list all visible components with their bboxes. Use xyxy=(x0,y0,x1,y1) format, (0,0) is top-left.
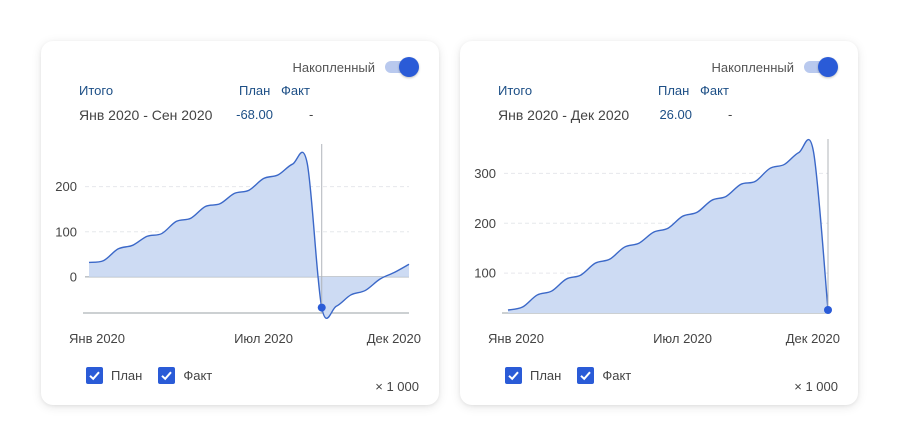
summary-title: Итого xyxy=(498,83,533,98)
summary-plan-header: План xyxy=(239,83,271,98)
legend: План Факт xyxy=(86,367,212,384)
y-tick-label: 100 xyxy=(55,224,77,239)
units-label: × 1 000 xyxy=(375,379,419,394)
y-tick-label: 200 xyxy=(55,179,77,194)
legend: План Факт xyxy=(505,367,631,384)
area-chart: 0 100 200 Янв 2020 Июл 2020 Дек 2020 xyxy=(55,144,421,346)
legend-plan-label: План xyxy=(111,368,143,383)
cumulative-toggle-row: Накопленный xyxy=(292,57,419,77)
checkbox-checked-icon[interactable] xyxy=(577,367,595,384)
cumulative-toggle[interactable] xyxy=(385,57,419,77)
checkbox-checked-icon[interactable] xyxy=(158,367,176,384)
legend-fact-label: Факт xyxy=(602,368,632,383)
y-tick-label: 300 xyxy=(474,166,496,181)
y-tick-label: 100 xyxy=(474,266,496,281)
legend-fact[interactable]: Факт xyxy=(577,367,631,384)
series-plan-area xyxy=(89,152,409,319)
summary-plan-header: План xyxy=(658,83,690,98)
summary-fact-header: Факт xyxy=(700,83,729,98)
checkbox-checked-icon[interactable] xyxy=(505,367,522,384)
summary-title: Итого xyxy=(79,83,114,98)
x-tick-label: Дек 2020 xyxy=(786,331,840,346)
summary-range: Янв 2020 - Дек 2020 xyxy=(498,107,630,123)
legend-fact-label: Факт xyxy=(183,368,213,383)
chart-card: Накопленный Итого План Факт Янв 2020 - Д… xyxy=(460,41,858,405)
legend-fact[interactable]: Факт xyxy=(158,367,212,384)
y-tick-label: 200 xyxy=(474,216,496,231)
summary-plan-value: -68.00 xyxy=(236,107,273,122)
summary-range: Янв 2020 - Сен 2020 xyxy=(79,107,213,123)
summary-fact-value: - xyxy=(309,107,314,122)
summary-plan-value: 26.00 xyxy=(659,107,692,122)
cumulative-toggle-label: Накопленный xyxy=(711,59,794,75)
cursor-point xyxy=(824,306,832,315)
cumulative-toggle[interactable] xyxy=(804,57,838,77)
legend-plan[interactable]: План xyxy=(505,367,561,384)
series-plan-line xyxy=(507,138,829,311)
legend-plan[interactable]: План xyxy=(86,367,142,384)
cursor-point xyxy=(317,303,326,312)
summary-fact-value: - xyxy=(728,107,733,122)
checkbox-checked-icon[interactable] xyxy=(86,367,103,384)
y-tick-label: 0 xyxy=(70,269,77,284)
x-tick-label: Июл 2020 xyxy=(653,331,712,346)
x-tick-label: Июл 2020 xyxy=(234,331,293,346)
x-tick-label: Янв 2020 xyxy=(488,331,544,346)
x-tick-label: Дек 2020 xyxy=(367,331,421,346)
area-chart: 100 200 300 Янв 2020 Июл 2020 Дек 2020 xyxy=(474,138,840,346)
x-tick-label: Янв 2020 xyxy=(69,331,125,346)
cumulative-toggle-label: Накопленный xyxy=(292,59,375,75)
cumulative-toggle-row: Накопленный xyxy=(711,57,838,77)
chart-card: Накопленный Итого План Факт Янв 2020 - С… xyxy=(41,41,439,405)
series-plan-line xyxy=(88,151,410,319)
units-label: × 1 000 xyxy=(794,379,838,394)
legend-plan-label: План xyxy=(530,368,562,383)
summary-fact-header: Факт xyxy=(281,83,310,98)
